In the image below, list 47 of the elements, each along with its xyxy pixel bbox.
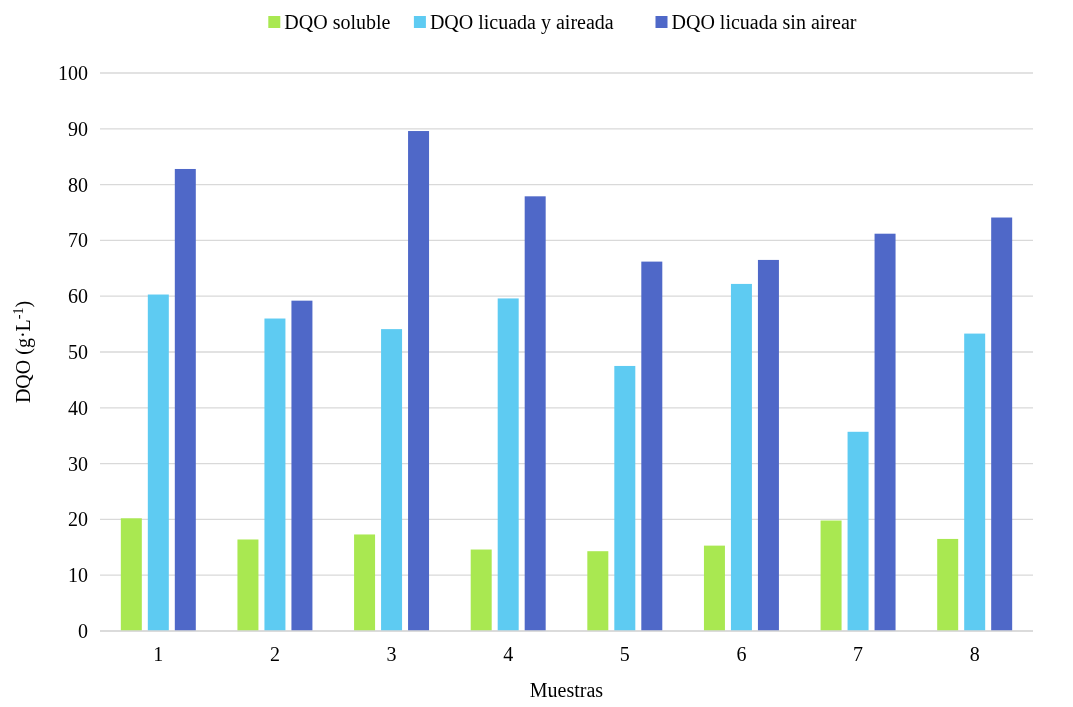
bar	[470, 549, 492, 631]
legend-label: DQO licuada y aireada	[429, 11, 614, 34]
bar	[587, 551, 609, 631]
bar	[264, 318, 286, 631]
bar	[147, 294, 169, 631]
x-tick-label: 5	[619, 643, 630, 665]
y-tick-label: 90	[68, 117, 88, 140]
bar	[381, 329, 403, 631]
bar	[937, 538, 959, 631]
x-tick-label: 1	[153, 643, 164, 665]
bar	[730, 283, 752, 631]
bar	[524, 196, 546, 631]
x-tick-label: 8	[969, 643, 980, 665]
bar	[820, 520, 842, 631]
y-tick-label: 70	[68, 229, 88, 252]
x-tick-label: 7	[853, 643, 864, 665]
x-axis-title: Muestras	[529, 679, 604, 701]
bar	[408, 131, 430, 631]
y-tick-label: 30	[68, 452, 88, 475]
x-tick-label: 4	[503, 643, 514, 665]
bar	[703, 545, 725, 631]
bar	[874, 233, 896, 631]
y-tick-label: 0	[78, 620, 88, 642]
y-tick-label: 10	[68, 564, 88, 587]
bar	[120, 518, 142, 631]
y-tick-label: 80	[68, 173, 88, 196]
x-tick-label: 3	[386, 643, 397, 665]
bar	[174, 168, 196, 631]
bar	[847, 431, 869, 631]
bar	[641, 261, 663, 631]
bar	[497, 298, 519, 631]
bar	[614, 365, 636, 631]
bar	[291, 300, 313, 631]
legend-label: DQO soluble	[284, 11, 391, 33]
x-tick-label: 6	[736, 643, 747, 665]
bar	[964, 333, 986, 631]
y-tick-label: 40	[68, 396, 88, 419]
y-tick-label: 60	[68, 285, 88, 308]
x-tick-label: 2	[269, 643, 280, 665]
y-tick-label: 100	[58, 62, 88, 84]
y-tick-label: 50	[68, 341, 88, 363]
y-tick-label: 20	[68, 508, 88, 531]
bar	[991, 217, 1013, 631]
legend-label: DQO licuada sin airear	[671, 11, 857, 33]
bar	[757, 259, 779, 631]
bar	[237, 539, 259, 631]
bar	[354, 534, 376, 631]
